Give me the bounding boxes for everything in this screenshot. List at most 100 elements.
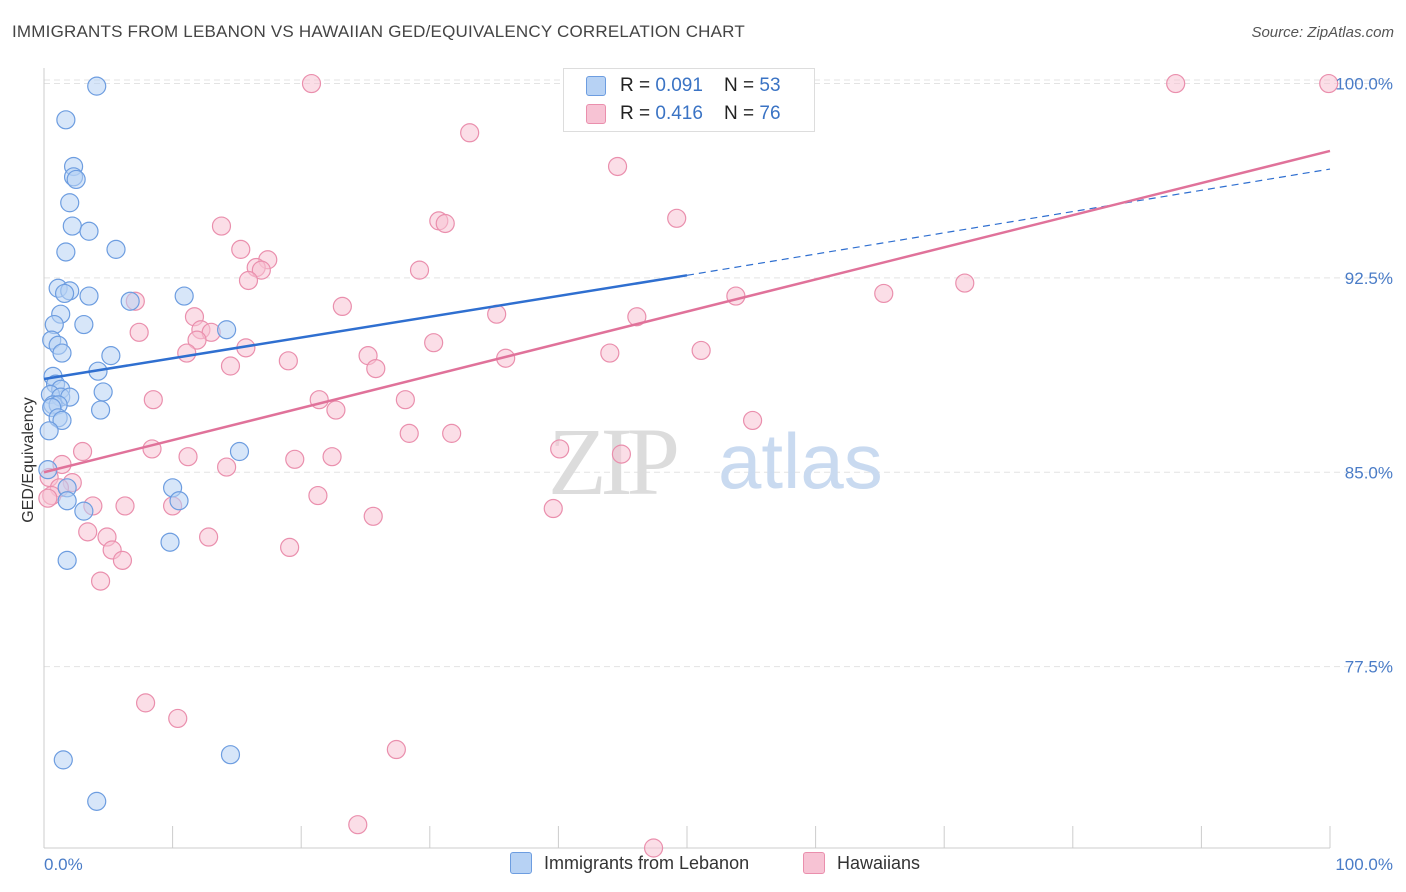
lebanon-point: [106, 239, 126, 259]
lebanon-point: [101, 346, 121, 366]
hawaiians-point: [627, 307, 647, 327]
hawaiians-point: [442, 423, 462, 443]
legend-row-lebanon: R = 0.091 N = 53: [586, 73, 781, 99]
chart-title: IMMIGRANTS FROM LEBANON VS HAWAIIAN GED/…: [12, 22, 745, 41]
lebanon-point: [87, 791, 107, 811]
lebanon-point: [56, 110, 76, 130]
legend-item-hawaiians[interactable]: Hawaiians: [803, 852, 920, 874]
hawaiians-point: [607, 156, 628, 177]
legend-row-hawaiians: R = 0.416 N = 76: [586, 101, 781, 127]
hawaiians-point: [301, 73, 322, 94]
watermark-zip: ZIP: [548, 408, 677, 515]
series-legend: Immigrants from Lebanon Hawaiians: [0, 852, 1406, 878]
hawaiians-point: [72, 441, 93, 462]
legend-swatch-hawaiians: [586, 104, 606, 124]
hawaiians-trend-line: [43, 149, 1331, 474]
lebanon-point: [56, 242, 76, 262]
hawaiians-point: [90, 571, 111, 591]
hawaiians-point: [129, 322, 149, 342]
hawaiians-point: [278, 351, 298, 371]
hawaiians-point: [955, 273, 975, 293]
legend-swatch-lebanon: [510, 852, 532, 874]
hawaiians-point: [238, 270, 259, 291]
y-tick-label: 100.0%: [1335, 75, 1393, 94]
legend-r-value: 0.416: [655, 103, 703, 124]
legend-swatch-hawaiians: [803, 852, 825, 874]
legend-r-label: R =: [620, 103, 656, 124]
axes: [43, 68, 1331, 849]
hawaiians-point: [251, 260, 271, 280]
hawaiians-point: [280, 537, 300, 558]
hawaiians-point: [308, 485, 328, 506]
lebanon-points: [38, 73, 601, 811]
hawaiians-point: [78, 522, 98, 542]
hawaiians-point: [38, 488, 58, 508]
lebanon-point: [53, 750, 73, 770]
legend-swatch-lebanon: [586, 76, 606, 96]
hawaiians-point: [435, 213, 455, 234]
y-tick-label: 92.5%: [1345, 269, 1393, 288]
lebanon-point: [229, 441, 250, 462]
watermark-atlas: atlas: [718, 417, 883, 505]
lebanon-point: [220, 745, 241, 765]
hawaiians-point: [199, 527, 219, 547]
hawaiians-point: [366, 358, 386, 379]
lebanon-point: [93, 382, 113, 402]
hawaiians-point: [217, 457, 237, 477]
legend-item-lebanon[interactable]: Immigrants from Lebanon: [510, 852, 749, 874]
hawaiians-point: [326, 400, 346, 420]
lebanon-trend-extension: [686, 168, 1331, 276]
legend-n-value: 53: [759, 75, 781, 96]
hawaiians-point: [187, 330, 207, 350]
lebanon-point: [174, 286, 194, 306]
hawaiians-point: [386, 739, 406, 760]
x-tick-label: 0.0%: [44, 855, 83, 874]
hawaiians-point: [1319, 73, 1339, 94]
lebanon-point: [74, 314, 94, 335]
hawaiians-point: [643, 838, 664, 858]
hawaiians-point: [742, 410, 763, 431]
lebanon-point: [90, 400, 111, 420]
hawaiians-point: [691, 340, 711, 361]
hawaiians-point: [135, 693, 156, 713]
hawaiians-point: [460, 123, 480, 143]
lebanon-point: [217, 320, 237, 340]
source-credit: Source: ZipAtlas.com: [1251, 24, 1394, 41]
lebanon-point: [60, 193, 80, 213]
lebanon-point: [52, 410, 72, 431]
lebanon-point: [79, 221, 99, 241]
y-axis-label: GED/Equivalency: [20, 397, 37, 522]
hawaiians-point: [1166, 73, 1186, 94]
hawaiians-point: [332, 296, 352, 317]
hawaiians-point: [550, 439, 570, 459]
hawaiians-point: [600, 343, 620, 363]
axis-labels: 77.5% 85.0% 92.5% 100.0% 0.0% 100.0% GED/Equiv…: [20, 75, 1393, 874]
lebanon-point: [79, 286, 99, 306]
lebanon-point: [120, 291, 140, 311]
hawaiians-point: [285, 449, 305, 469]
correlation-legend: R = 0.091 N = 53 R = 0.416 N = 76: [563, 68, 815, 132]
hawaiians-point: [395, 390, 415, 410]
lebanon-point: [87, 76, 107, 96]
lebanon-point: [74, 501, 94, 521]
x-tick-label: 100.0%: [1335, 855, 1393, 874]
legend-n-value: 76: [759, 103, 781, 124]
lebanon-trend-line: [43, 274, 688, 381]
legend-label-hawaiians: Hawaiians: [837, 852, 921, 873]
legend-n-label: N =: [724, 75, 760, 96]
lebanon-point: [52, 343, 72, 363]
watermark: ZIP atlas: [548, 408, 883, 515]
trend-lines: [43, 149, 1331, 474]
hawaiians-points: [38, 73, 1339, 858]
lebanon-point: [62, 216, 82, 236]
hawaiians-point: [231, 239, 251, 259]
hawaiians-point: [177, 343, 197, 363]
lebanon-point: [54, 283, 75, 304]
hawaiians-point: [667, 208, 687, 228]
y-tick-label: 77.5%: [1345, 658, 1393, 677]
hawaiians-point: [115, 496, 135, 516]
grid-lines: [44, 79, 1392, 668]
hawaiians-point: [611, 444, 632, 464]
legend-n-label: N =: [724, 103, 760, 124]
